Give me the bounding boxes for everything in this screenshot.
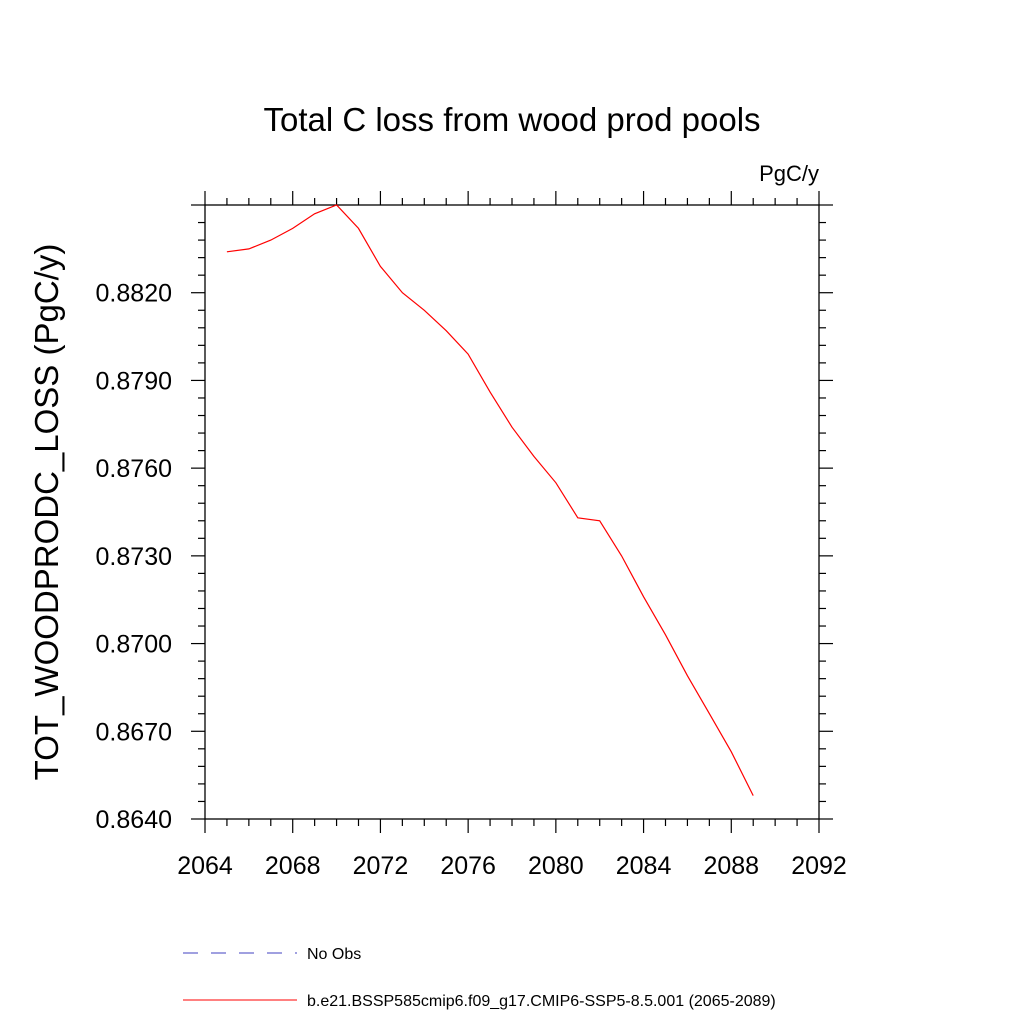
units-label: PgC/y	[759, 161, 819, 186]
y-tick-label: 0.8730	[96, 543, 172, 571]
x-tick-label: 2064	[177, 852, 233, 880]
chart-title: Total C loss from wood prod pools	[263, 101, 760, 138]
y-tick-label: 0.8670	[96, 718, 172, 746]
x-tick-label: 2084	[616, 852, 672, 880]
x-tick-label: 2068	[265, 852, 321, 880]
legend-label: No Obs	[307, 946, 361, 963]
y-tick-label: 0.8820	[96, 280, 172, 308]
y-tick-label: 0.8790	[96, 367, 172, 395]
x-tick-label: 2092	[791, 852, 847, 880]
y-tick-label: 0.8760	[96, 455, 172, 483]
y-axis-label: TOT_WOODPRODC_LOSS (PgC/y)	[28, 244, 65, 781]
axis-tick-labels: 2064 2068 2072 2076 2080 2084 2088 2092 0.8640 0.…	[96, 280, 847, 880]
legend-label: b.e21.BSSP585cmip6.f09_g17.CMIP6-SSP5-8.…	[307, 993, 776, 1010]
y-tick-label: 0.8640	[96, 806, 172, 834]
plot-frame	[204, 204, 820, 820]
series-line	[226, 204, 754, 796]
series-lines	[226, 204, 754, 796]
x-tick-label: 2072	[353, 852, 409, 880]
y-tick-label: 0.8700	[96, 631, 172, 659]
x-tick-label: 2088	[703, 852, 759, 880]
axis-ticks	[191, 191, 833, 833]
legend: No Obs b.e21.BSSP585cmip6.f09_g17.CMIP6-S…	[183, 946, 776, 1010]
x-tick-label: 2076	[440, 852, 496, 880]
x-tick-label: 2080	[528, 852, 584, 880]
